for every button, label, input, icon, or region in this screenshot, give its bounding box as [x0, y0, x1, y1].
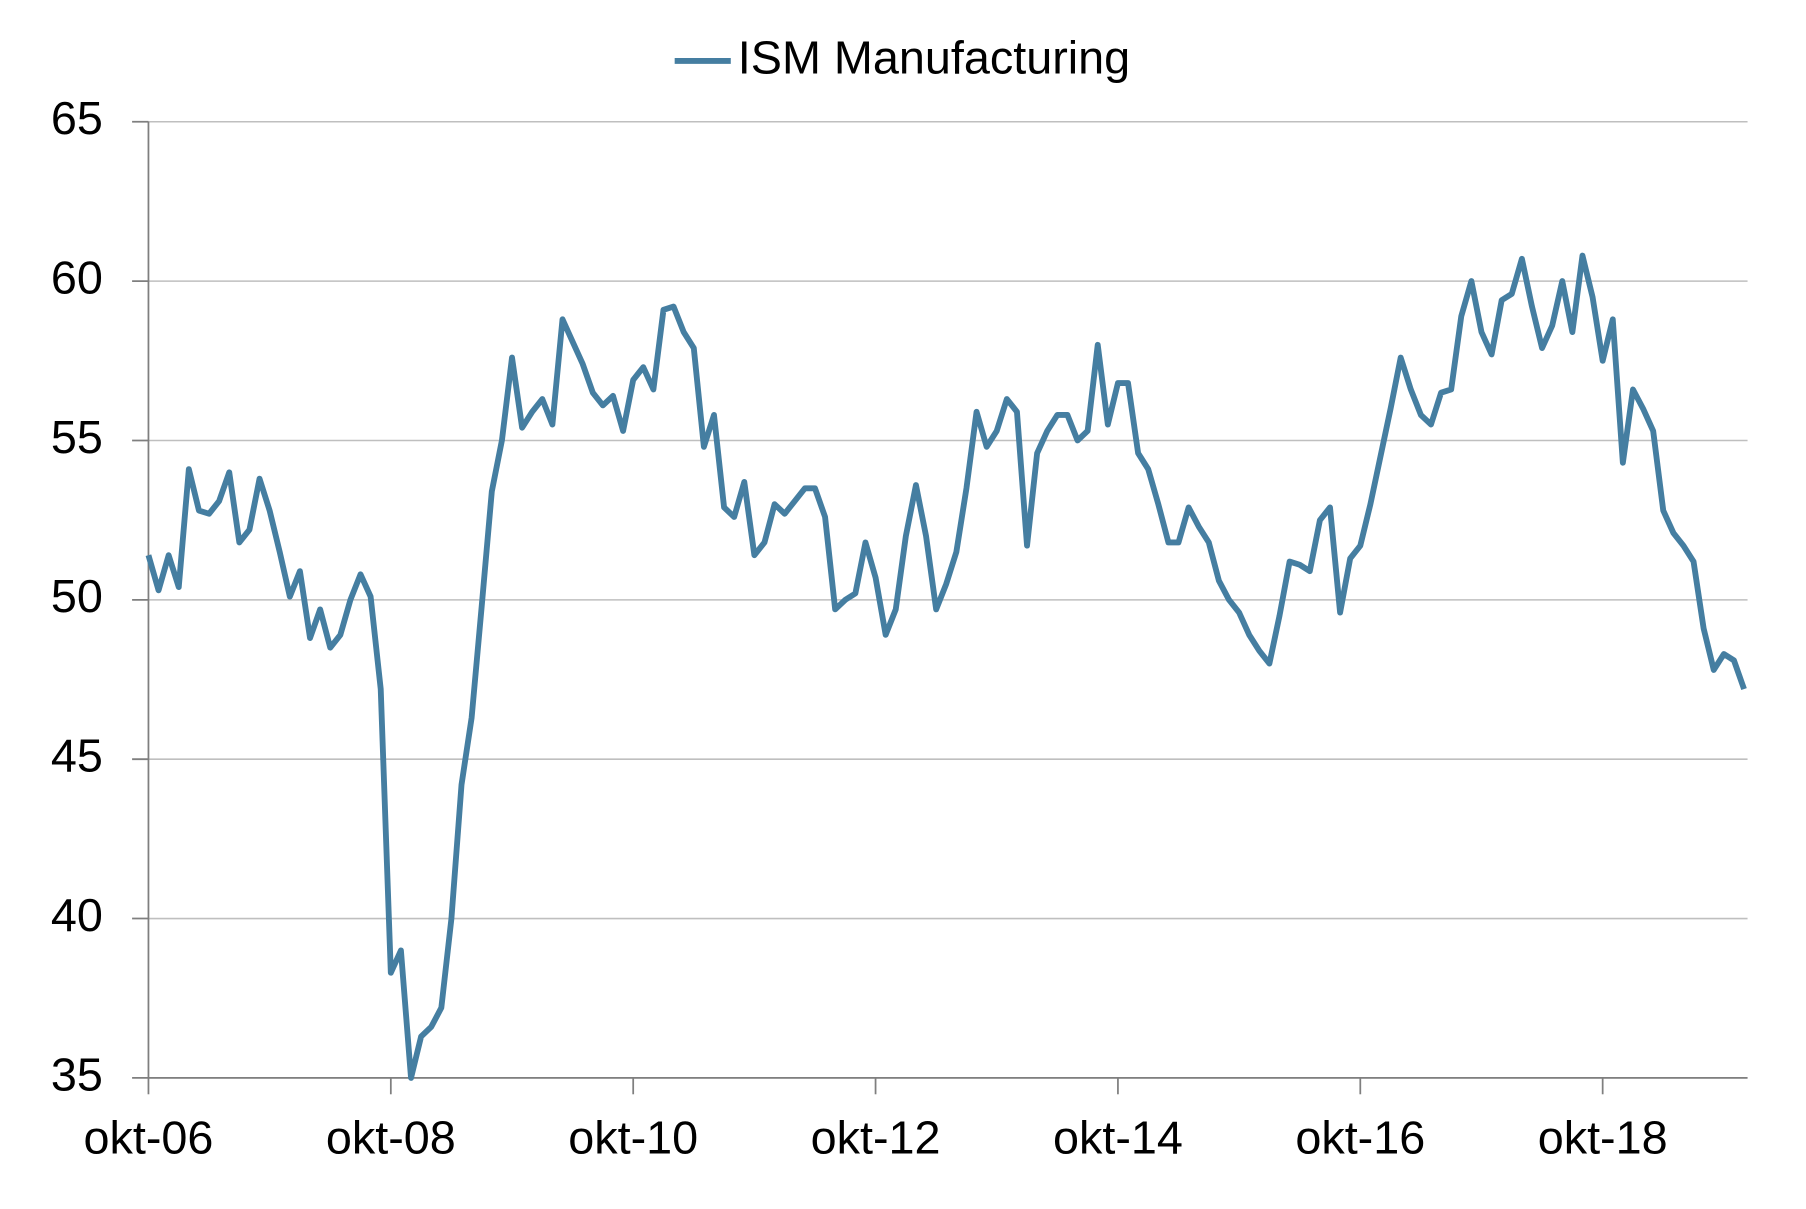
y-tick-label: 55	[51, 411, 103, 463]
y-tick-label: 60	[51, 251, 103, 303]
line-series	[145, 252, 1747, 1081]
y-tick-label: 35	[51, 1048, 103, 1100]
x-tick-label: okt-18	[1538, 1111, 1668, 1163]
x-tick-label: okt-10	[568, 1111, 698, 1163]
x-tick-label: okt-16	[1295, 1111, 1425, 1163]
x-tick-label: okt-14	[1053, 1111, 1183, 1163]
x-tick-label: okt-06	[83, 1111, 213, 1163]
legend-label: ISM Manufacturing	[738, 31, 1130, 83]
y-tick-label: 45	[51, 730, 103, 782]
x-tick-label: okt-08	[326, 1111, 456, 1163]
y-tick-label: 65	[51, 92, 103, 144]
x-tick-label: okt-12	[811, 1111, 941, 1163]
y-tick-label: 40	[51, 889, 103, 941]
y-tick-label: 50	[51, 570, 103, 622]
